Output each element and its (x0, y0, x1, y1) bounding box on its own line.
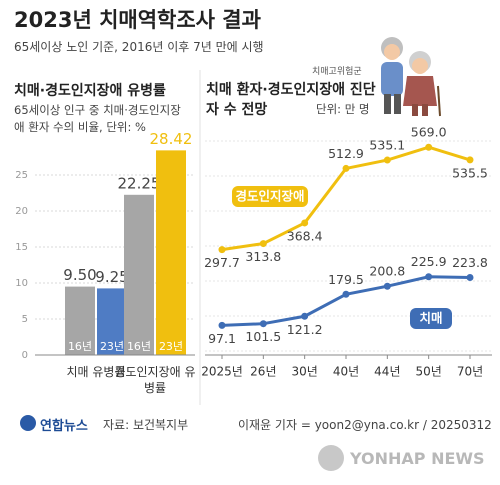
value-label: 121.2 (287, 322, 323, 337)
value-label: 535.1 (369, 138, 405, 153)
bar (97, 288, 127, 355)
bar-series-label: 16년 (68, 340, 92, 353)
point (342, 290, 350, 298)
left-chart-title: 치매·경도인지장애 유병률 (14, 83, 166, 99)
annotation: 치매고위험군 (312, 67, 362, 77)
bar-series-label: 23년 (100, 340, 124, 353)
legend-label: 경도인지장애 (235, 189, 304, 204)
x-tick-label: 40년 (333, 365, 359, 379)
point (218, 321, 226, 329)
value-label: 101.5 (245, 329, 281, 344)
value-label: 9.50 (63, 266, 96, 284)
point (342, 164, 350, 172)
y-tick-label: 20 (15, 206, 28, 217)
value-label: 223.8 (452, 255, 488, 270)
value-label: 179.5 (328, 272, 364, 287)
value-label: 225.9 (411, 254, 447, 269)
subtitle: 65세이상 노인 기준, 2016년 이후 7년 만에 시행 (14, 40, 264, 54)
y-tick-label: 10 (15, 278, 28, 289)
point (383, 282, 391, 290)
point (466, 274, 474, 282)
x-tick-label: 치매 유병률 (66, 365, 126, 379)
footer-logo: 연합뉴스 (40, 419, 88, 434)
point (259, 320, 267, 328)
left-chart-subtitle: 65세이상 인구 중 치매·경도인지장애 환자 수의 비율, 단위: % (14, 103, 181, 134)
x-tick-label: 2025년 (201, 365, 243, 379)
point (383, 156, 391, 164)
logo-icon (20, 415, 36, 431)
x-tick-label: 44년 (374, 365, 400, 379)
bar-series-label: 16년 (127, 340, 151, 353)
legend-box (232, 186, 308, 207)
right-chart-unit: 단위: 만 명 (316, 102, 370, 116)
point (301, 312, 309, 320)
legend-label: 치매 (419, 311, 442, 326)
watermark: YONHAP NEWS (350, 449, 485, 468)
x-tick-label: 50년 (416, 365, 442, 379)
y-tick-label: 0 (22, 350, 28, 361)
bar (65, 286, 95, 355)
point (425, 273, 433, 281)
y-tick-label: 15 (15, 242, 28, 253)
value-label: 313.8 (245, 249, 281, 264)
elderly-illustration (381, 37, 441, 117)
point (218, 246, 226, 254)
legend-box (410, 308, 452, 329)
bar (124, 194, 154, 355)
watermark-icon (318, 445, 344, 471)
value-label: 97.1 (208, 331, 236, 346)
right-chart-title: 치매 환자·경도인지장애 진단자 수 전망 (206, 82, 376, 118)
value-label: 535.5 (452, 165, 488, 180)
title: 2023년 치매역학조사 결과 (14, 8, 261, 32)
value-label: 22.25 (118, 174, 161, 192)
x-tick-label: 70년 (457, 365, 483, 379)
y-tick-label: 5 (22, 314, 28, 325)
value-label: 9.25 (95, 268, 128, 286)
point (466, 156, 474, 164)
x-tick-label: 26년 (250, 365, 276, 379)
bar-series-label: 23년 (159, 340, 183, 353)
footer-credit: 이재윤 기자 = yoon2@yna.co.kr / 20250312 (238, 418, 492, 432)
value-label: 512.9 (328, 146, 364, 161)
value-label: 200.8 (369, 264, 405, 279)
bar (156, 150, 186, 355)
value-label: 28.42 (150, 130, 193, 148)
value-label: 569.0 (411, 125, 447, 140)
x-tick-label: 30년 (292, 365, 318, 379)
footer-source: 자료: 보건복지부 (103, 418, 189, 432)
value-label: 297.7 (204, 255, 240, 270)
point (425, 143, 433, 151)
y-tick-label: 25 (15, 170, 28, 181)
value-label: 368.4 (287, 228, 323, 243)
point (259, 240, 267, 248)
point (301, 219, 309, 227)
x-tick-label: 경도인지장애 유병률 (114, 365, 196, 395)
